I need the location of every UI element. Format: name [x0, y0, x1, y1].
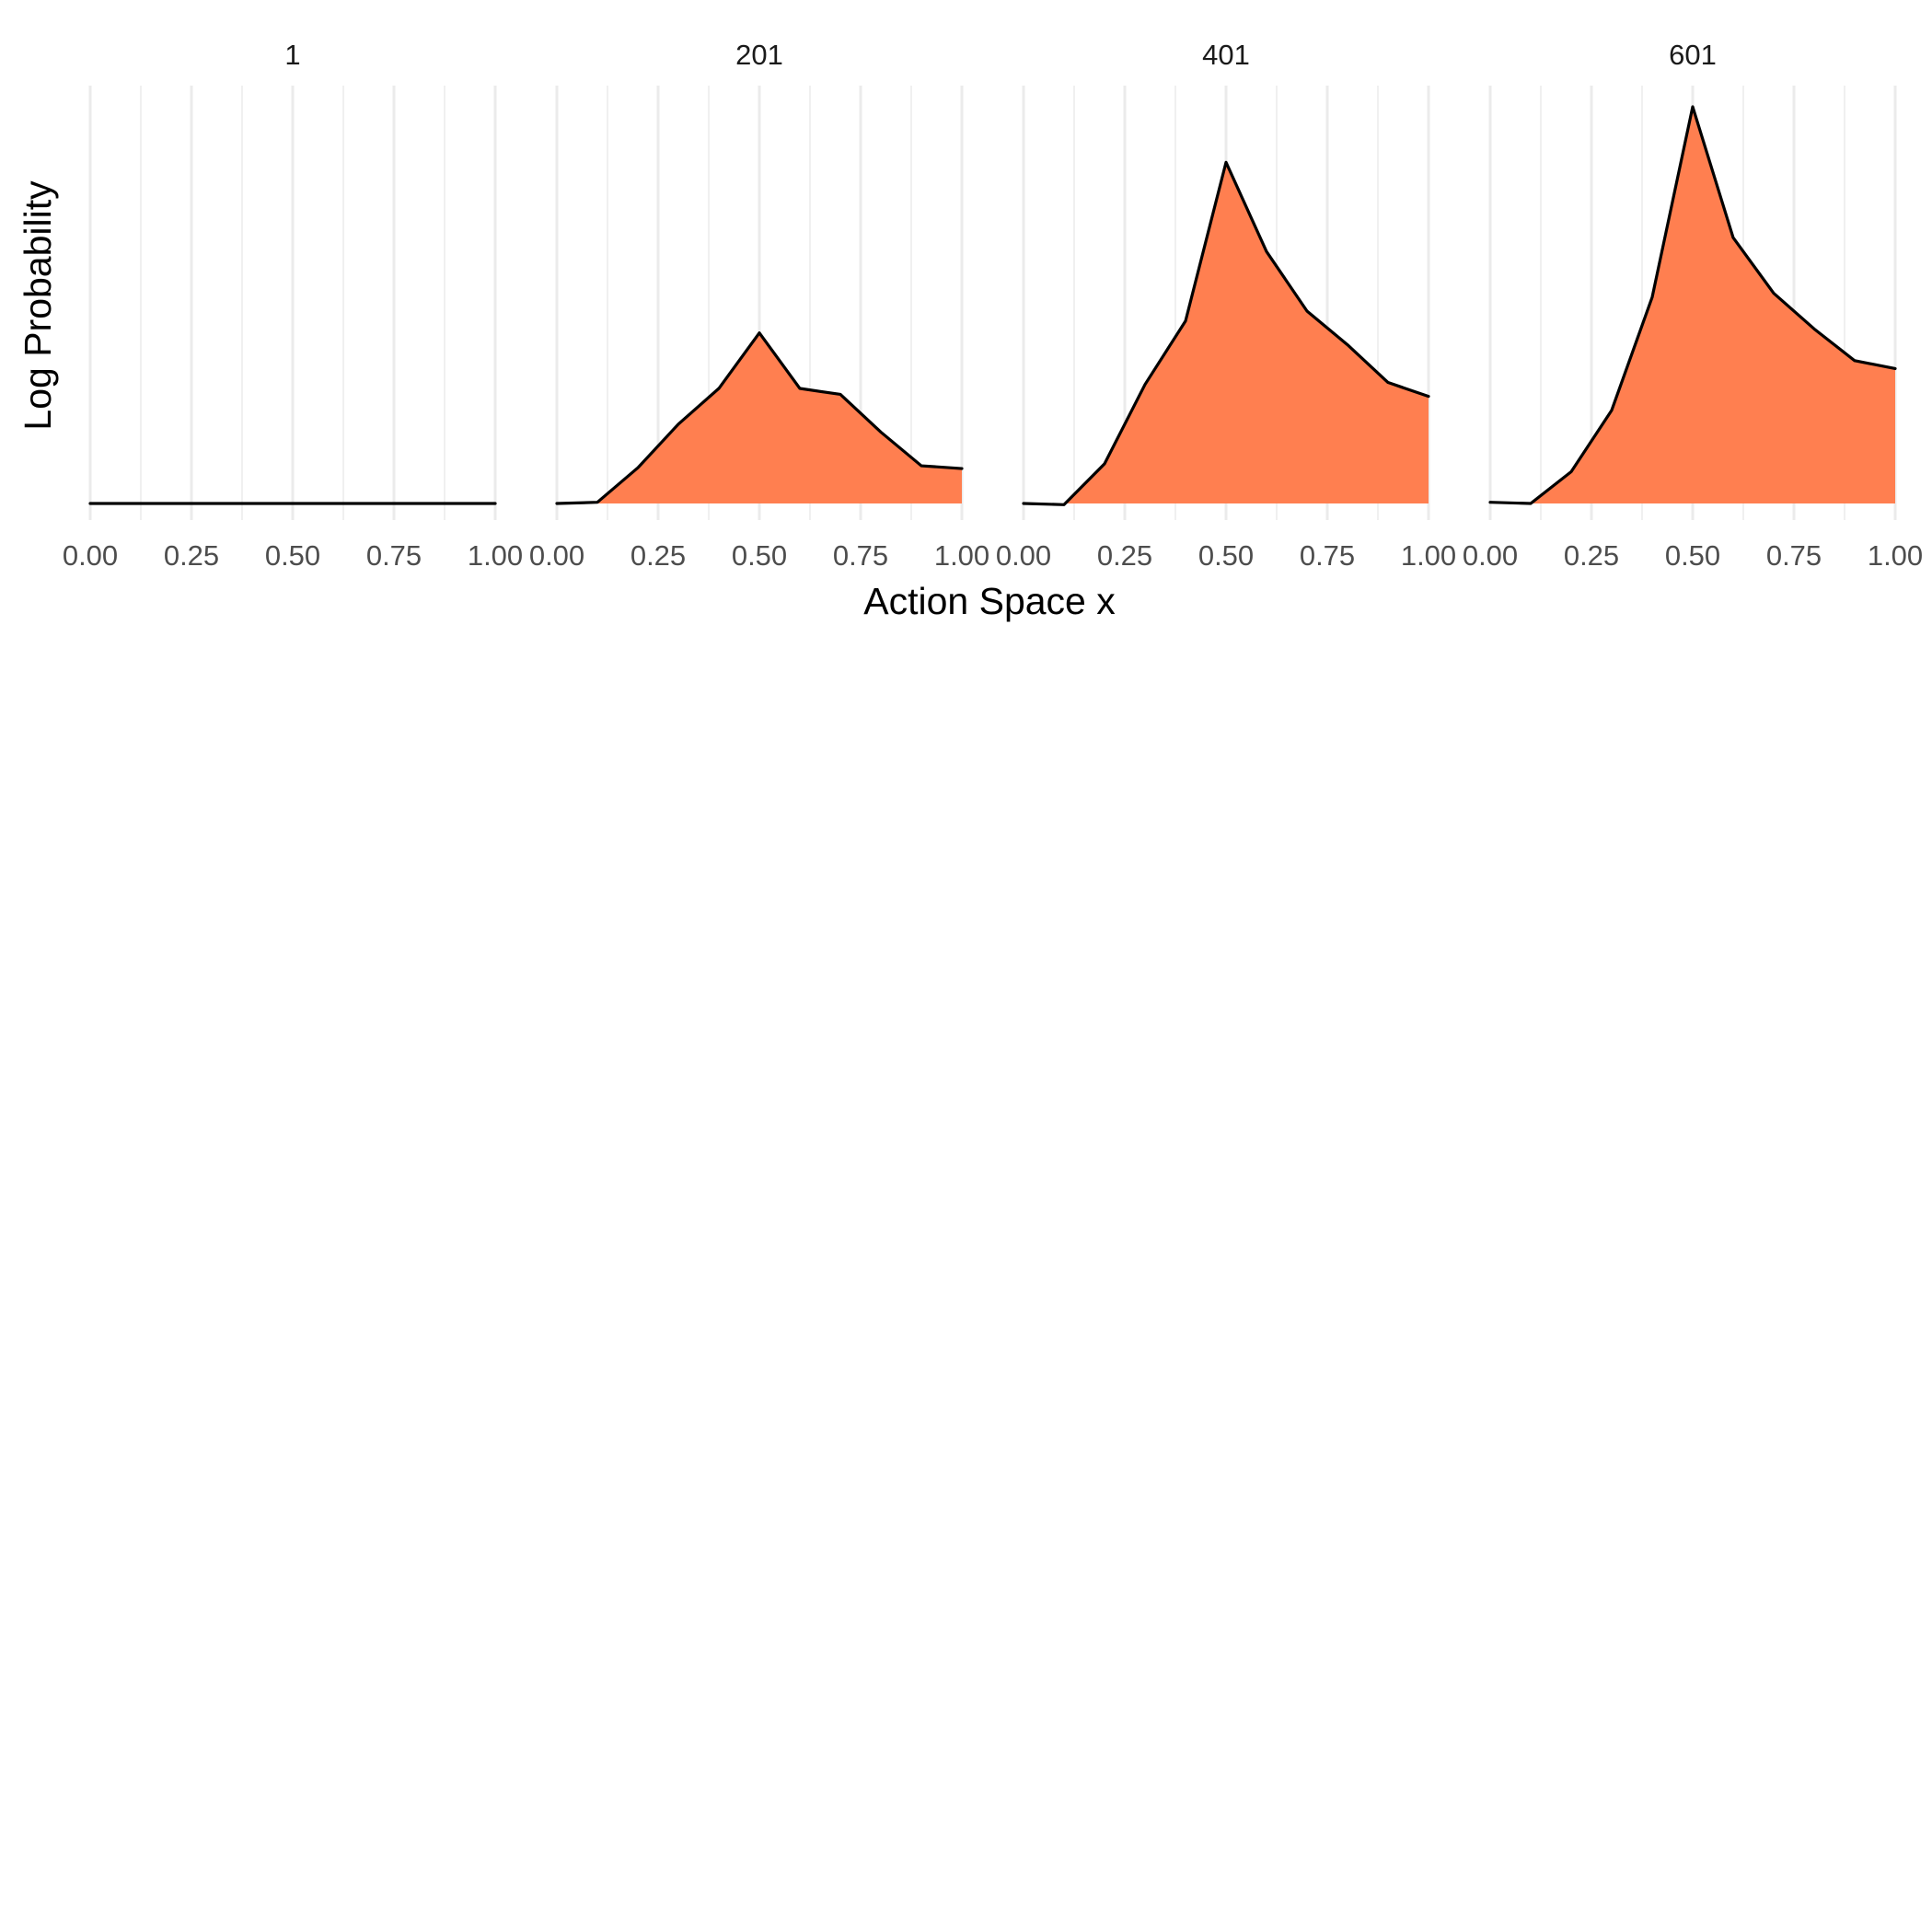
x-tick-label: 0.50 — [1198, 539, 1254, 572]
series-line — [555, 331, 964, 505]
area-fill — [557, 332, 962, 503]
x-tick-label: 1.00 — [468, 539, 523, 572]
x-tick-label: 0.75 — [1300, 539, 1355, 572]
facet-strip-label: 201 — [735, 39, 783, 71]
x-tick-label: 0.00 — [63, 539, 118, 572]
x-tick-label: 1.00 — [1401, 539, 1456, 572]
x-tick-label: 0.75 — [366, 539, 422, 572]
x-tick-label: 0.00 — [529, 539, 584, 572]
x-tick-label: 1.00 — [1868, 539, 1923, 572]
facet-panel-1: 1 0.00 0.25 0.50 0.75 1.00 — [63, 39, 523, 572]
x-tick-label: 0.50 — [1665, 539, 1720, 572]
facet-strip-label: 401 — [1202, 39, 1250, 71]
series-line — [1488, 105, 1897, 505]
facet-strip-label: 1 — [284, 39, 300, 71]
facet-panel-601: 601 0.00 0.25 0.50 0.75 1.00 — [1463, 39, 1923, 572]
x-tick-label: 0.25 — [1564, 539, 1619, 572]
y-axis-title: Log Probability — [17, 180, 59, 431]
x-axis-title: Action Space x — [863, 580, 1116, 622]
area-fill — [1490, 107, 1895, 503]
x-tick-label: 0.00 — [996, 539, 1051, 572]
x-tick-label: 1.00 — [934, 539, 989, 572]
facet-strip-label: 601 — [1669, 39, 1717, 71]
x-tick-label: 0.75 — [833, 539, 888, 572]
x-tick-label: 0.25 — [631, 539, 686, 572]
x-tick-label: 0.50 — [732, 539, 787, 572]
facet-panel-201: 201 0.00 0.25 0.50 0.75 1.00 — [529, 39, 989, 572]
x-tick-label: 0.25 — [1097, 539, 1152, 572]
series-line — [1022, 160, 1430, 506]
facet-panel-401: 401 0.00 0.25 0.50 0.75 1.00 — [996, 39, 1456, 572]
area-fill — [1024, 162, 1429, 503]
facet-panels: 1 0.00 0.25 0.50 0.75 1.00 201 0.00 0.25 0.50 0.75… — [63, 39, 1923, 572]
x-tick-label: 0.25 — [164, 539, 219, 572]
x-tick-label: 0.75 — [1766, 539, 1822, 572]
x-tick-label: 0.50 — [265, 539, 320, 572]
x-tick-label: 0.00 — [1463, 539, 1518, 572]
